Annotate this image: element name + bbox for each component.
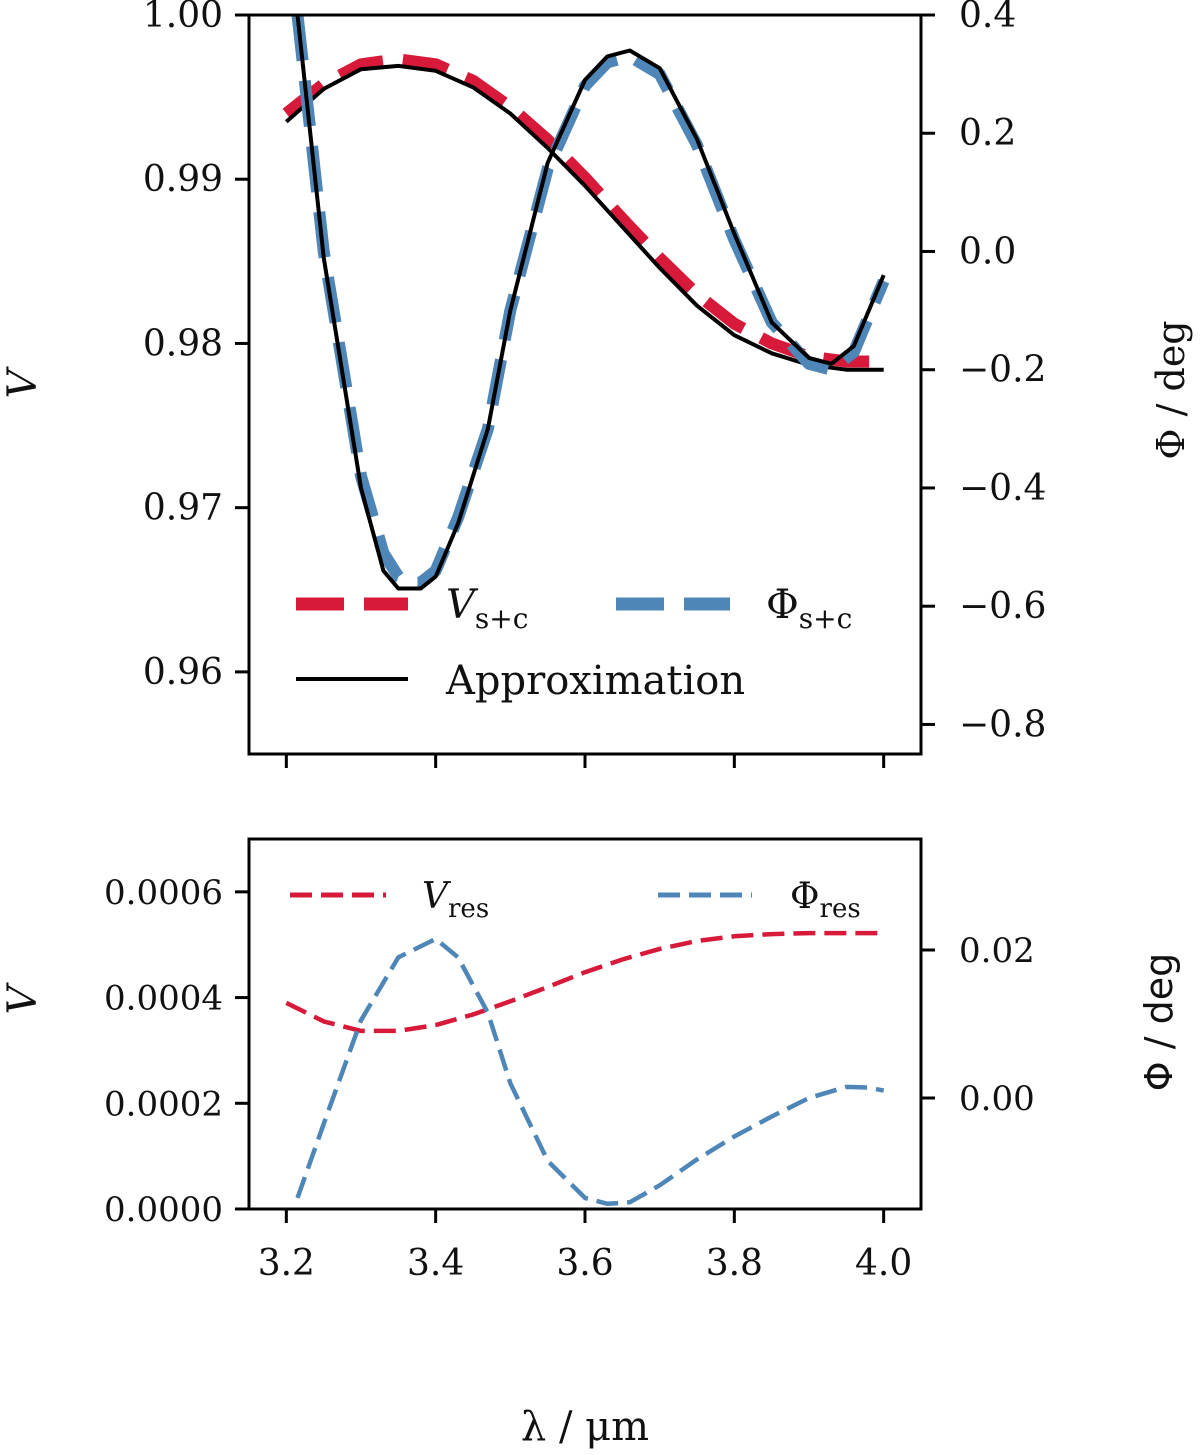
- left-tick-label: 0.0006: [104, 873, 223, 913]
- legend-label-phisc: Φs+c: [766, 582, 852, 635]
- right-tick-label: 0.02: [959, 931, 1035, 971]
- x-tick-label: 4.0: [855, 1243, 912, 1284]
- series-line-vres: [285, 930, 884, 1034]
- right-tick-label: −0.4: [959, 468, 1046, 509]
- bottom-plot-area: [285, 930, 885, 1207]
- x-tick-label: 3.6: [556, 1243, 613, 1284]
- x-tick-label: 3.4: [407, 1243, 464, 1284]
- right-tick-label: −0.6: [959, 586, 1046, 627]
- right-tick-label: −0.2: [959, 350, 1046, 391]
- legend-label-approximation: Approximation: [445, 658, 745, 704]
- series-line-vs-c: [282, 53, 884, 368]
- left-tick-label: 0.96: [143, 652, 223, 693]
- top-right-axis-label: Φ / deg: [1149, 320, 1193, 459]
- legend-label-phires: Φres: [790, 876, 861, 924]
- series-line--s-c: [291, 15, 890, 589]
- bottom-legend: Vres Φres: [290, 876, 861, 924]
- x-tick-label: 3.2: [258, 1243, 315, 1284]
- right-tick-label: 0.4: [959, 0, 1016, 36]
- legend-label-vres: Vres: [422, 876, 489, 924]
- right-tick-label: −0.8: [959, 704, 1046, 745]
- series-line--res: [295, 936, 885, 1207]
- top-x-axis: [284, 754, 886, 768]
- left-tick-label: 0.0004: [104, 979, 223, 1019]
- right-tick-label: 0.00: [959, 1079, 1035, 1119]
- top-left-axis-label: V: [0, 365, 46, 398]
- bottom-left-axis-label: V: [0, 981, 46, 1014]
- top-legend: Vs+c Φs+c Approximation: [296, 582, 852, 704]
- top-left-axis: 0.96 0.97 0.98 0.99 1.00: [143, 0, 249, 693]
- x-axis-label: λ / μm: [521, 1404, 649, 1450]
- left-tick-label: 0.99: [143, 159, 223, 200]
- series-line-approximation: [295, 15, 886, 591]
- bottom-right-axis: 0.00 0.02: [921, 931, 1035, 1119]
- left-tick-label: 0.0000: [104, 1190, 223, 1230]
- bottom-x-axis: 3.2 3.4 3.6 3.8 4.0: [258, 1209, 912, 1284]
- x-tick-label: 3.8: [706, 1243, 763, 1284]
- series-line-approximation-v: [284, 63, 884, 372]
- right-tick-label: 0.0: [959, 231, 1016, 272]
- legend-label-vsc: Vs+c: [446, 582, 528, 635]
- left-tick-label: 0.98: [143, 323, 223, 364]
- left-tick-label: 0.97: [143, 488, 223, 529]
- bottom-panel: 0.0000 0.0002 0.0004 0.0006 0.00 0.02 3.2 3.4…: [0, 837, 1181, 1450]
- top-right-axis: −0.8 −0.6 −0.4 −0.2 0.0 0.2 0.4: [921, 0, 1046, 745]
- top-plot-area: [282, 15, 890, 591]
- top-panel: 0.96 0.97 0.98 0.99 1.00 −0.8 −0.6 −0.4 −0.2 0.0…: [0, 0, 1193, 768]
- right-tick-label: 0.2: [959, 113, 1016, 154]
- bottom-left-axis: 0.0000 0.0002 0.0004 0.0006: [104, 873, 249, 1230]
- left-tick-label: 0.0002: [104, 1084, 223, 1124]
- bottom-right-axis-label: Φ / deg: [1137, 953, 1181, 1092]
- left-tick-label: 1.00: [143, 0, 223, 36]
